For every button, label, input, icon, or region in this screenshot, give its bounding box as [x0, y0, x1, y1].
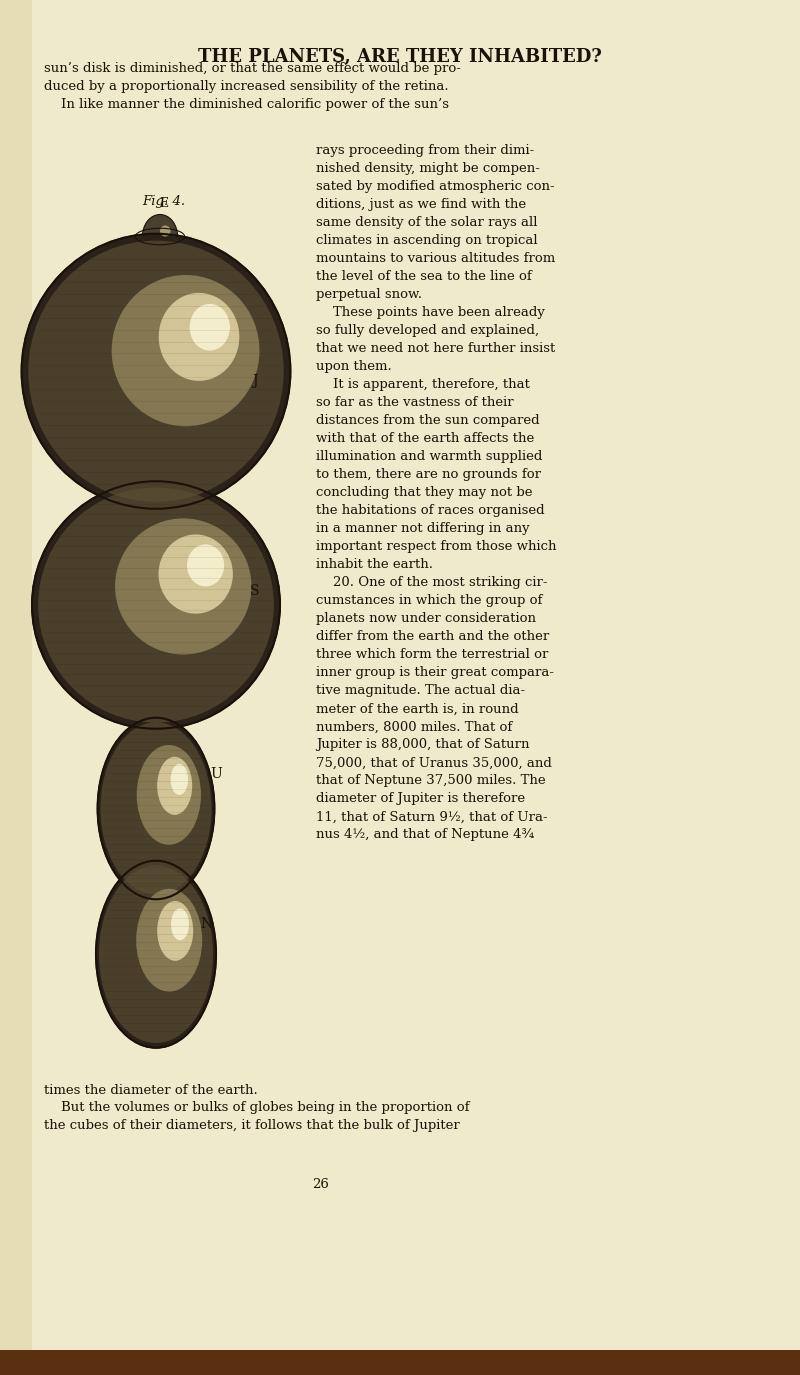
Text: rays proceeding from their dimi-
nished density, might be compen-
sated by modif: rays proceeding from their dimi- nished … — [316, 144, 557, 842]
Ellipse shape — [136, 888, 202, 991]
Text: Fig. 4.: Fig. 4. — [142, 195, 186, 208]
Ellipse shape — [171, 909, 189, 940]
Text: THE PLANETS, ARE THEY INHABITED?: THE PLANETS, ARE THEY INHABITED? — [198, 48, 602, 66]
Text: times the diameter of the earth.
    But the volumes or bulks of globes being in: times the diameter of the earth. But the… — [44, 1084, 470, 1133]
Ellipse shape — [98, 718, 214, 899]
Ellipse shape — [158, 535, 233, 613]
Text: sun’s disk is diminished, or that the same effect would be pro-
duced by a propo: sun’s disk is diminished, or that the sa… — [44, 62, 461, 111]
Ellipse shape — [32, 481, 280, 729]
Ellipse shape — [137, 745, 201, 844]
Ellipse shape — [187, 544, 224, 586]
Ellipse shape — [190, 304, 230, 351]
Ellipse shape — [158, 293, 239, 381]
Text: N: N — [200, 917, 213, 931]
Ellipse shape — [157, 901, 194, 961]
Ellipse shape — [22, 234, 290, 509]
Ellipse shape — [157, 756, 192, 815]
Ellipse shape — [142, 214, 178, 258]
Ellipse shape — [28, 241, 284, 502]
Bar — [0, 1350, 800, 1375]
Ellipse shape — [38, 487, 274, 723]
Text: S: S — [250, 584, 259, 598]
Ellipse shape — [96, 861, 216, 1048]
Ellipse shape — [99, 865, 213, 1044]
Ellipse shape — [160, 226, 170, 236]
Text: 26: 26 — [312, 1178, 329, 1191]
Text: J: J — [252, 374, 257, 388]
Ellipse shape — [112, 275, 259, 426]
Ellipse shape — [115, 518, 251, 654]
Bar — [0, 0, 32, 1375]
Ellipse shape — [101, 722, 211, 895]
Text: U: U — [210, 767, 222, 781]
Text: E: E — [159, 198, 169, 210]
Ellipse shape — [170, 765, 188, 795]
